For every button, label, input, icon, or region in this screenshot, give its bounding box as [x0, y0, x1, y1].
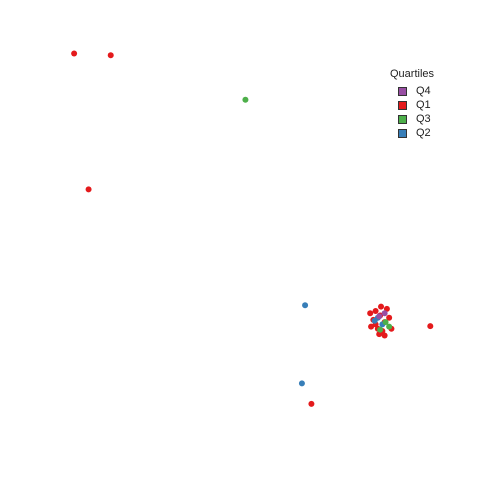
- data-point-q2: [302, 302, 309, 309]
- legend-key-q4: [398, 86, 407, 96]
- data-point-q3: [382, 319, 389, 326]
- data-point-q4: [381, 310, 388, 317]
- legend-item-q2: Q2: [398, 126, 434, 140]
- legend-item-q1: Q1: [398, 98, 434, 112]
- legend-label-q3: Q3: [416, 113, 431, 125]
- data-point-q3: [386, 323, 393, 330]
- data-point-q1: [378, 303, 385, 310]
- legend-item-q3: Q3: [398, 112, 434, 126]
- data-point-q1: [85, 186, 92, 193]
- legend: Quartiles Q4 Q1 Q3 Q2: [390, 68, 434, 140]
- data-point-q1: [368, 323, 375, 330]
- data-point-q1: [427, 323, 434, 330]
- data-point-q3: [242, 96, 249, 103]
- data-point-q1: [386, 314, 393, 321]
- legend-item-q4: Q4: [398, 84, 434, 98]
- legend-key-q3: [398, 114, 407, 124]
- data-point-q1: [71, 50, 78, 57]
- data-point-q1: [367, 310, 374, 317]
- series-q1: [71, 50, 434, 407]
- data-point-q1: [107, 52, 114, 59]
- data-point-q2: [371, 317, 378, 324]
- legend-label-q4: Q4: [416, 85, 431, 97]
- data-point-q1: [383, 305, 390, 312]
- legend-label-q2: Q2: [416, 127, 431, 139]
- legend-title: Quartiles: [390, 68, 435, 80]
- legend-key-q2: [398, 128, 407, 138]
- series-q3: [242, 96, 393, 333]
- data-point-q3: [377, 326, 384, 333]
- data-point-q2: [298, 380, 305, 387]
- data-point-q1: [372, 308, 379, 315]
- data-point-q4: [376, 313, 383, 320]
- legend-key-q1: [398, 100, 407, 110]
- series-q4: [376, 310, 388, 320]
- data-point-q1: [308, 400, 315, 407]
- data-point-q1: [381, 332, 388, 339]
- legend-label-q1: Q1: [416, 99, 431, 111]
